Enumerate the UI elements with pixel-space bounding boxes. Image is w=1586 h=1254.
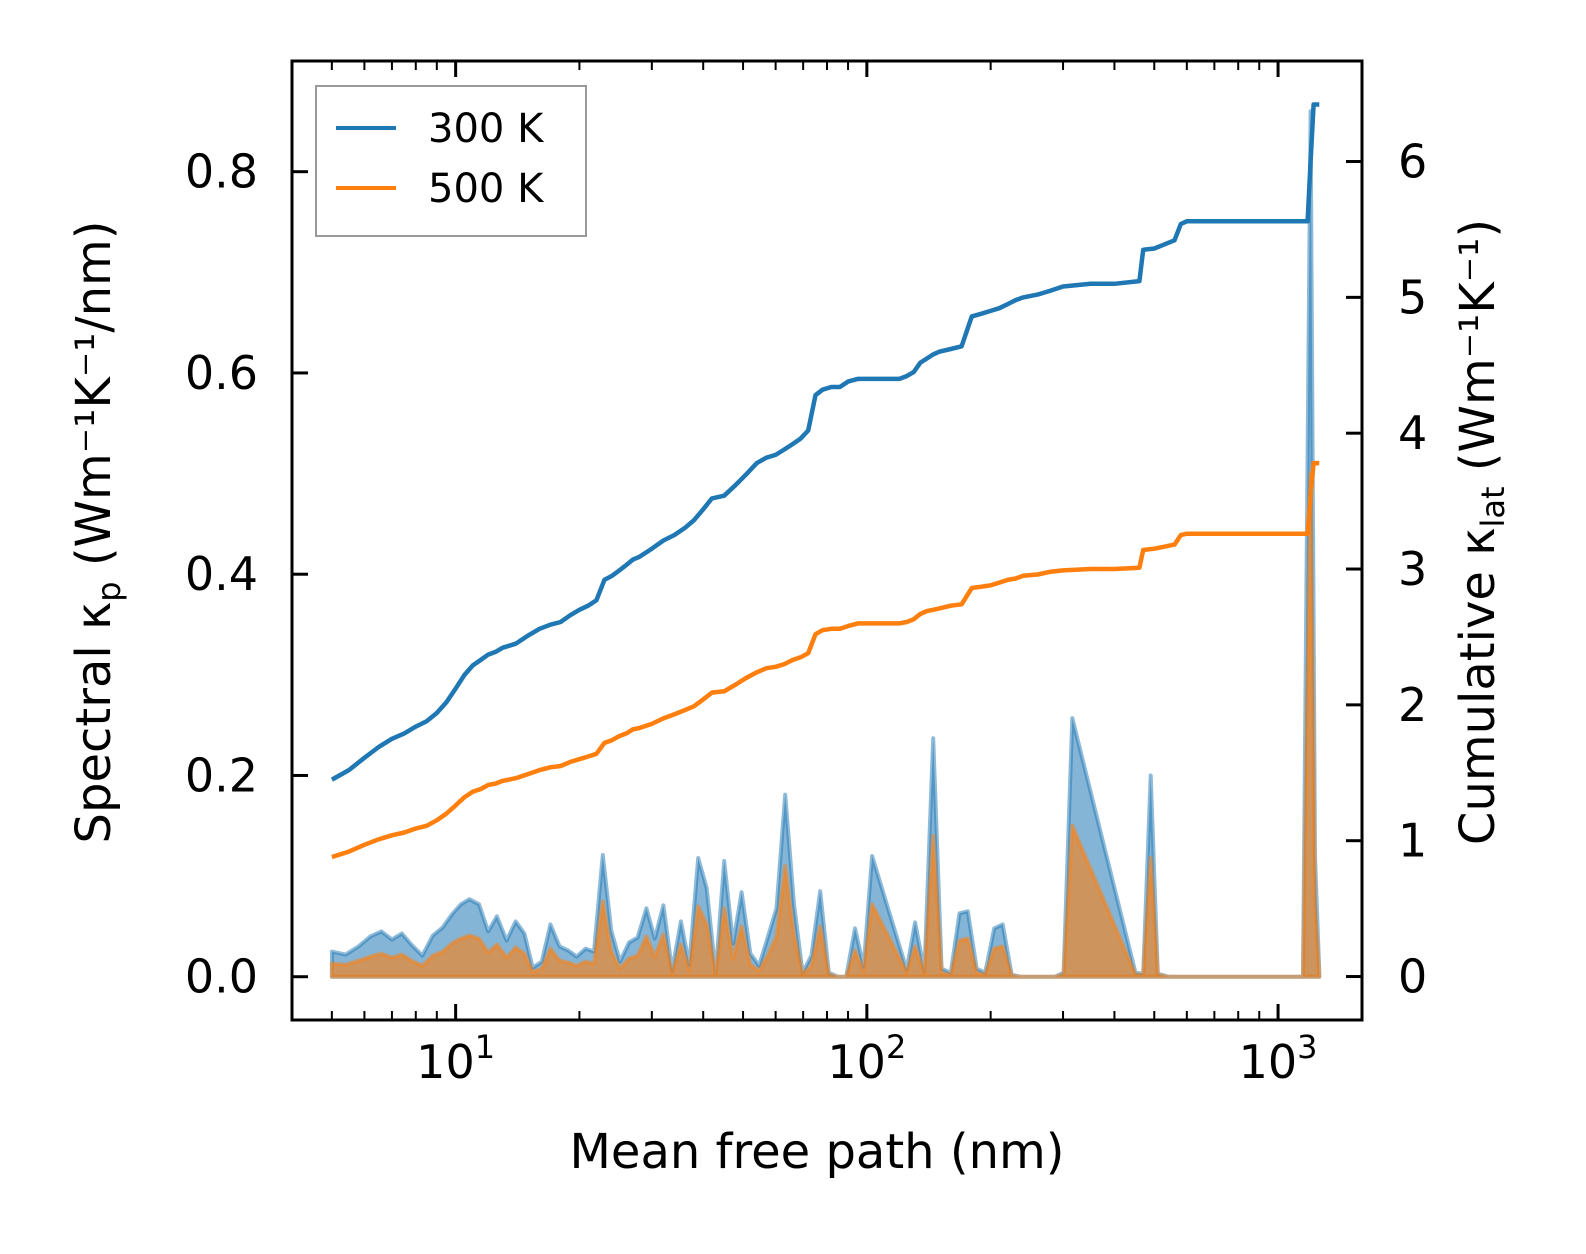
right-axis-label-sub: lat [1474, 487, 1512, 528]
right-axis-label-unit: (Wm⁻¹K⁻¹) [1450, 219, 1506, 487]
legend: 300 K 500 K [315, 85, 587, 237]
x-tick-label: 103 [1239, 1028, 1318, 1089]
left-axis-label-unit: (Wm⁻¹K⁻¹/nm) [66, 221, 122, 582]
y2-tick-label: 4 [1398, 406, 1427, 460]
spectral-fills [329, 109, 1322, 979]
x-tick-label: 101 [416, 1028, 495, 1089]
y2-tick-label: 6 [1398, 135, 1427, 189]
y2-tick-label: 5 [1398, 270, 1427, 324]
spectral-area-500k [329, 471, 1322, 979]
y-tick-label: 0.8 [185, 145, 258, 199]
x-tick-labels: 101 102 103 [416, 1028, 1317, 1089]
right-y-tick-labels: 0 1 2 3 4 5 6 [1398, 135, 1427, 1004]
y2-tick-label: 3 [1398, 542, 1427, 596]
y-tick-label: 0.6 [185, 346, 258, 400]
legend-label-500k: 500 K [428, 166, 545, 212]
cumulative-lines [330, 102, 1320, 860]
left-axis-label-main: Spectral κ [66, 602, 122, 844]
y2-tick-label: 1 [1398, 814, 1427, 868]
y-tick-label: 0.4 [185, 547, 258, 601]
legend-label-300k: 300 K [428, 106, 545, 152]
x-axis-label: Mean free path (nm) [570, 1124, 1065, 1180]
legend-box [315, 85, 587, 237]
cumulative-line-300k [330, 102, 1320, 782]
left-axis-label: Spectral κp (Wm⁻¹K⁻¹/nm) [66, 221, 128, 844]
y-tick-label: 0.2 [185, 748, 258, 802]
x-tick-label: 102 [827, 1028, 906, 1089]
cumulative-line-500k [331, 460, 1320, 860]
y2-tick-label: 0 [1398, 950, 1427, 1004]
y2-tick-label: 2 [1398, 678, 1427, 732]
plot-frame [290, 59, 1364, 1022]
left-y-tick-labels: 0.0 0.2 0.4 0.6 0.8 [185, 145, 258, 1004]
y-tick-label: 0.0 [185, 950, 258, 1004]
left-axis-label-sub: p [90, 581, 128, 601]
right-axis-label-main: Cumulative κ [1450, 528, 1506, 846]
right-axis-label: Cumulative κlat (Wm⁻¹K⁻¹) [1450, 219, 1512, 845]
